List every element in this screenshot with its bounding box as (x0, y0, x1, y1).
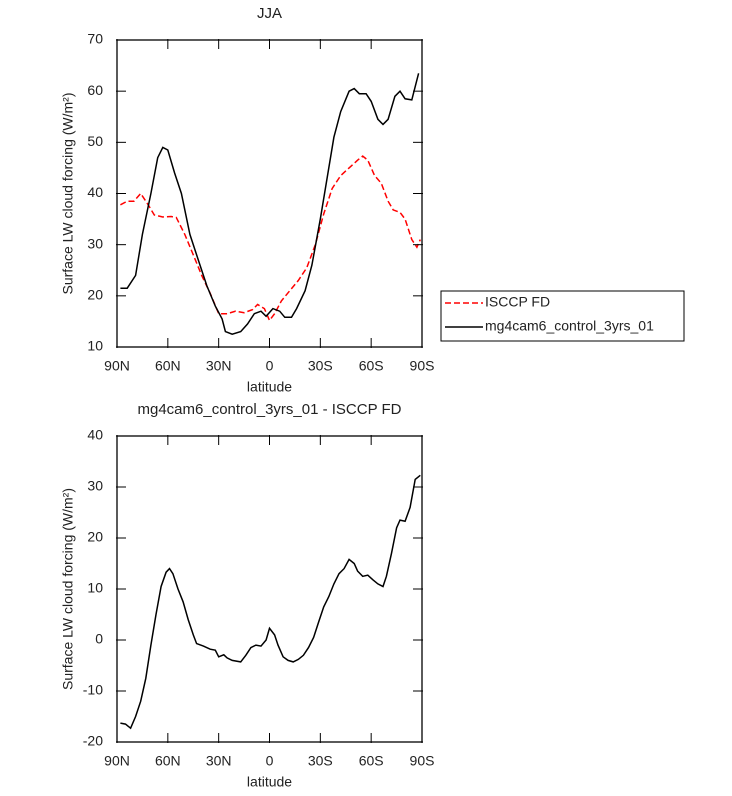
y-tick-label: 50 (87, 133, 103, 149)
y-tick-label: 30 (87, 235, 103, 251)
x-tick-label: 90N (104, 753, 130, 769)
x-axis-label: latitude (247, 774, 292, 790)
y-tick-label: 20 (87, 287, 103, 303)
legend: ISCCP FD mg4cam6_control_3yrs_01 (440, 290, 685, 342)
chart-title: JJA (257, 5, 282, 22)
x-tick-label: 60S (359, 358, 384, 374)
y-tick-label: 20 (87, 529, 103, 545)
x-tick-label: 90S (410, 753, 435, 769)
y-tick-label: -20 (83, 733, 103, 749)
y-tick-label: 40 (87, 184, 103, 200)
y-tick-label: 70 (87, 31, 103, 47)
chart-title: mg4cam6_control_3yrs_01 - ISCCP FD (138, 401, 402, 418)
y-axis-label: Surface LW cloud forcing (W/m²) (60, 488, 76, 690)
x-tick-label: 30S (308, 753, 333, 769)
y-tick-label: 0 (95, 631, 103, 647)
x-tick-label: 90N (104, 358, 130, 374)
plot-frame (116, 39, 423, 348)
x-tick-label: 30N (206, 753, 232, 769)
x-tick-label: 0 (266, 358, 274, 374)
y-axis-label: Surface LW cloud forcing (W/m²) (60, 92, 76, 294)
y-tick-label: 60 (87, 82, 103, 98)
x-tick-label: 60N (155, 753, 181, 769)
x-tick-label: 60S (359, 753, 384, 769)
y-tick-label: -10 (83, 682, 103, 698)
legend-label: ISCCP FD (485, 294, 550, 310)
y-tick-label: 10 (87, 338, 103, 354)
series-line (120, 73, 420, 335)
legend-frame (440, 290, 685, 342)
x-tick-label: 60N (155, 358, 181, 374)
x-tick-label: 30N (206, 358, 232, 374)
x-tick-label: 90S (410, 358, 435, 374)
legend-label: mg4cam6_control_3yrs_01 (485, 318, 654, 334)
y-tick-label: 10 (87, 580, 103, 596)
x-axis-label: latitude (247, 379, 292, 395)
y-tick-label: 30 (87, 478, 103, 494)
x-tick-label: 30S (308, 358, 333, 374)
plot-frame (116, 435, 423, 743)
x-tick-label: 0 (266, 753, 274, 769)
y-tick-label: 40 (87, 427, 103, 443)
series-line (120, 155, 421, 322)
series-line (120, 474, 421, 730)
